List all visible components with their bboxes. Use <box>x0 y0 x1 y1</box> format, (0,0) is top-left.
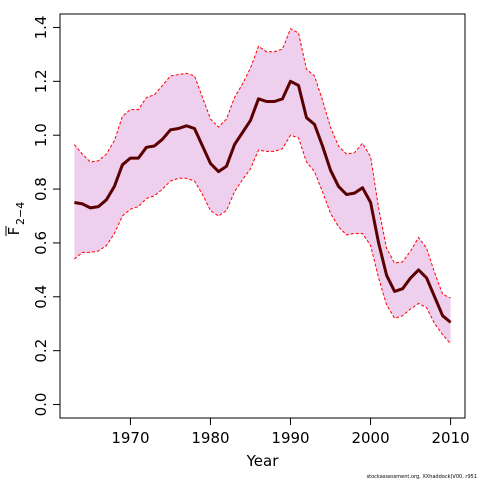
estimate-line <box>74 79 452 324</box>
x-tick-label: 2000 <box>351 429 389 447</box>
plot-frame <box>59 13 466 419</box>
y-tick-label: 0.2 <box>32 339 50 363</box>
credit-text: stockassessment.org, XXhaddock(V00, r951 <box>367 474 477 480</box>
y-tick-label: 0.6 <box>32 231 50 255</box>
y-tick-label: 0.0 <box>32 393 50 417</box>
y-tick-label: 1.0 <box>32 123 50 147</box>
x-axis-title: Year <box>246 452 280 470</box>
y-axis: 0.0 0.2 0.4 0.6 0.8 1.0 1.2 1.4 <box>32 16 60 417</box>
x-tick-label: 1980 <box>191 429 229 447</box>
band-lower-edge <box>74 134 451 345</box>
y-axis-title-main: F <box>5 227 23 236</box>
x-axis: 1970 1980 1990 2000 2010 <box>111 418 470 447</box>
y-axis-title: F 2−4 <box>5 202 27 236</box>
confidence-band <box>74 28 451 344</box>
confidence-band-edges <box>74 28 451 345</box>
band-upper-edge <box>74 28 451 299</box>
y-tick-label: 1.4 <box>32 16 50 40</box>
x-tick-label: 1970 <box>111 429 149 447</box>
x-tick-label: 2010 <box>431 429 469 447</box>
y-axis-title-subscript: 2−4 <box>14 202 27 225</box>
y-tick-label: 0.8 <box>32 177 50 201</box>
y-tick-label: 1.2 <box>32 69 50 93</box>
x-tick-label: 1990 <box>271 429 309 447</box>
y-tick-label: 0.4 <box>32 285 50 309</box>
